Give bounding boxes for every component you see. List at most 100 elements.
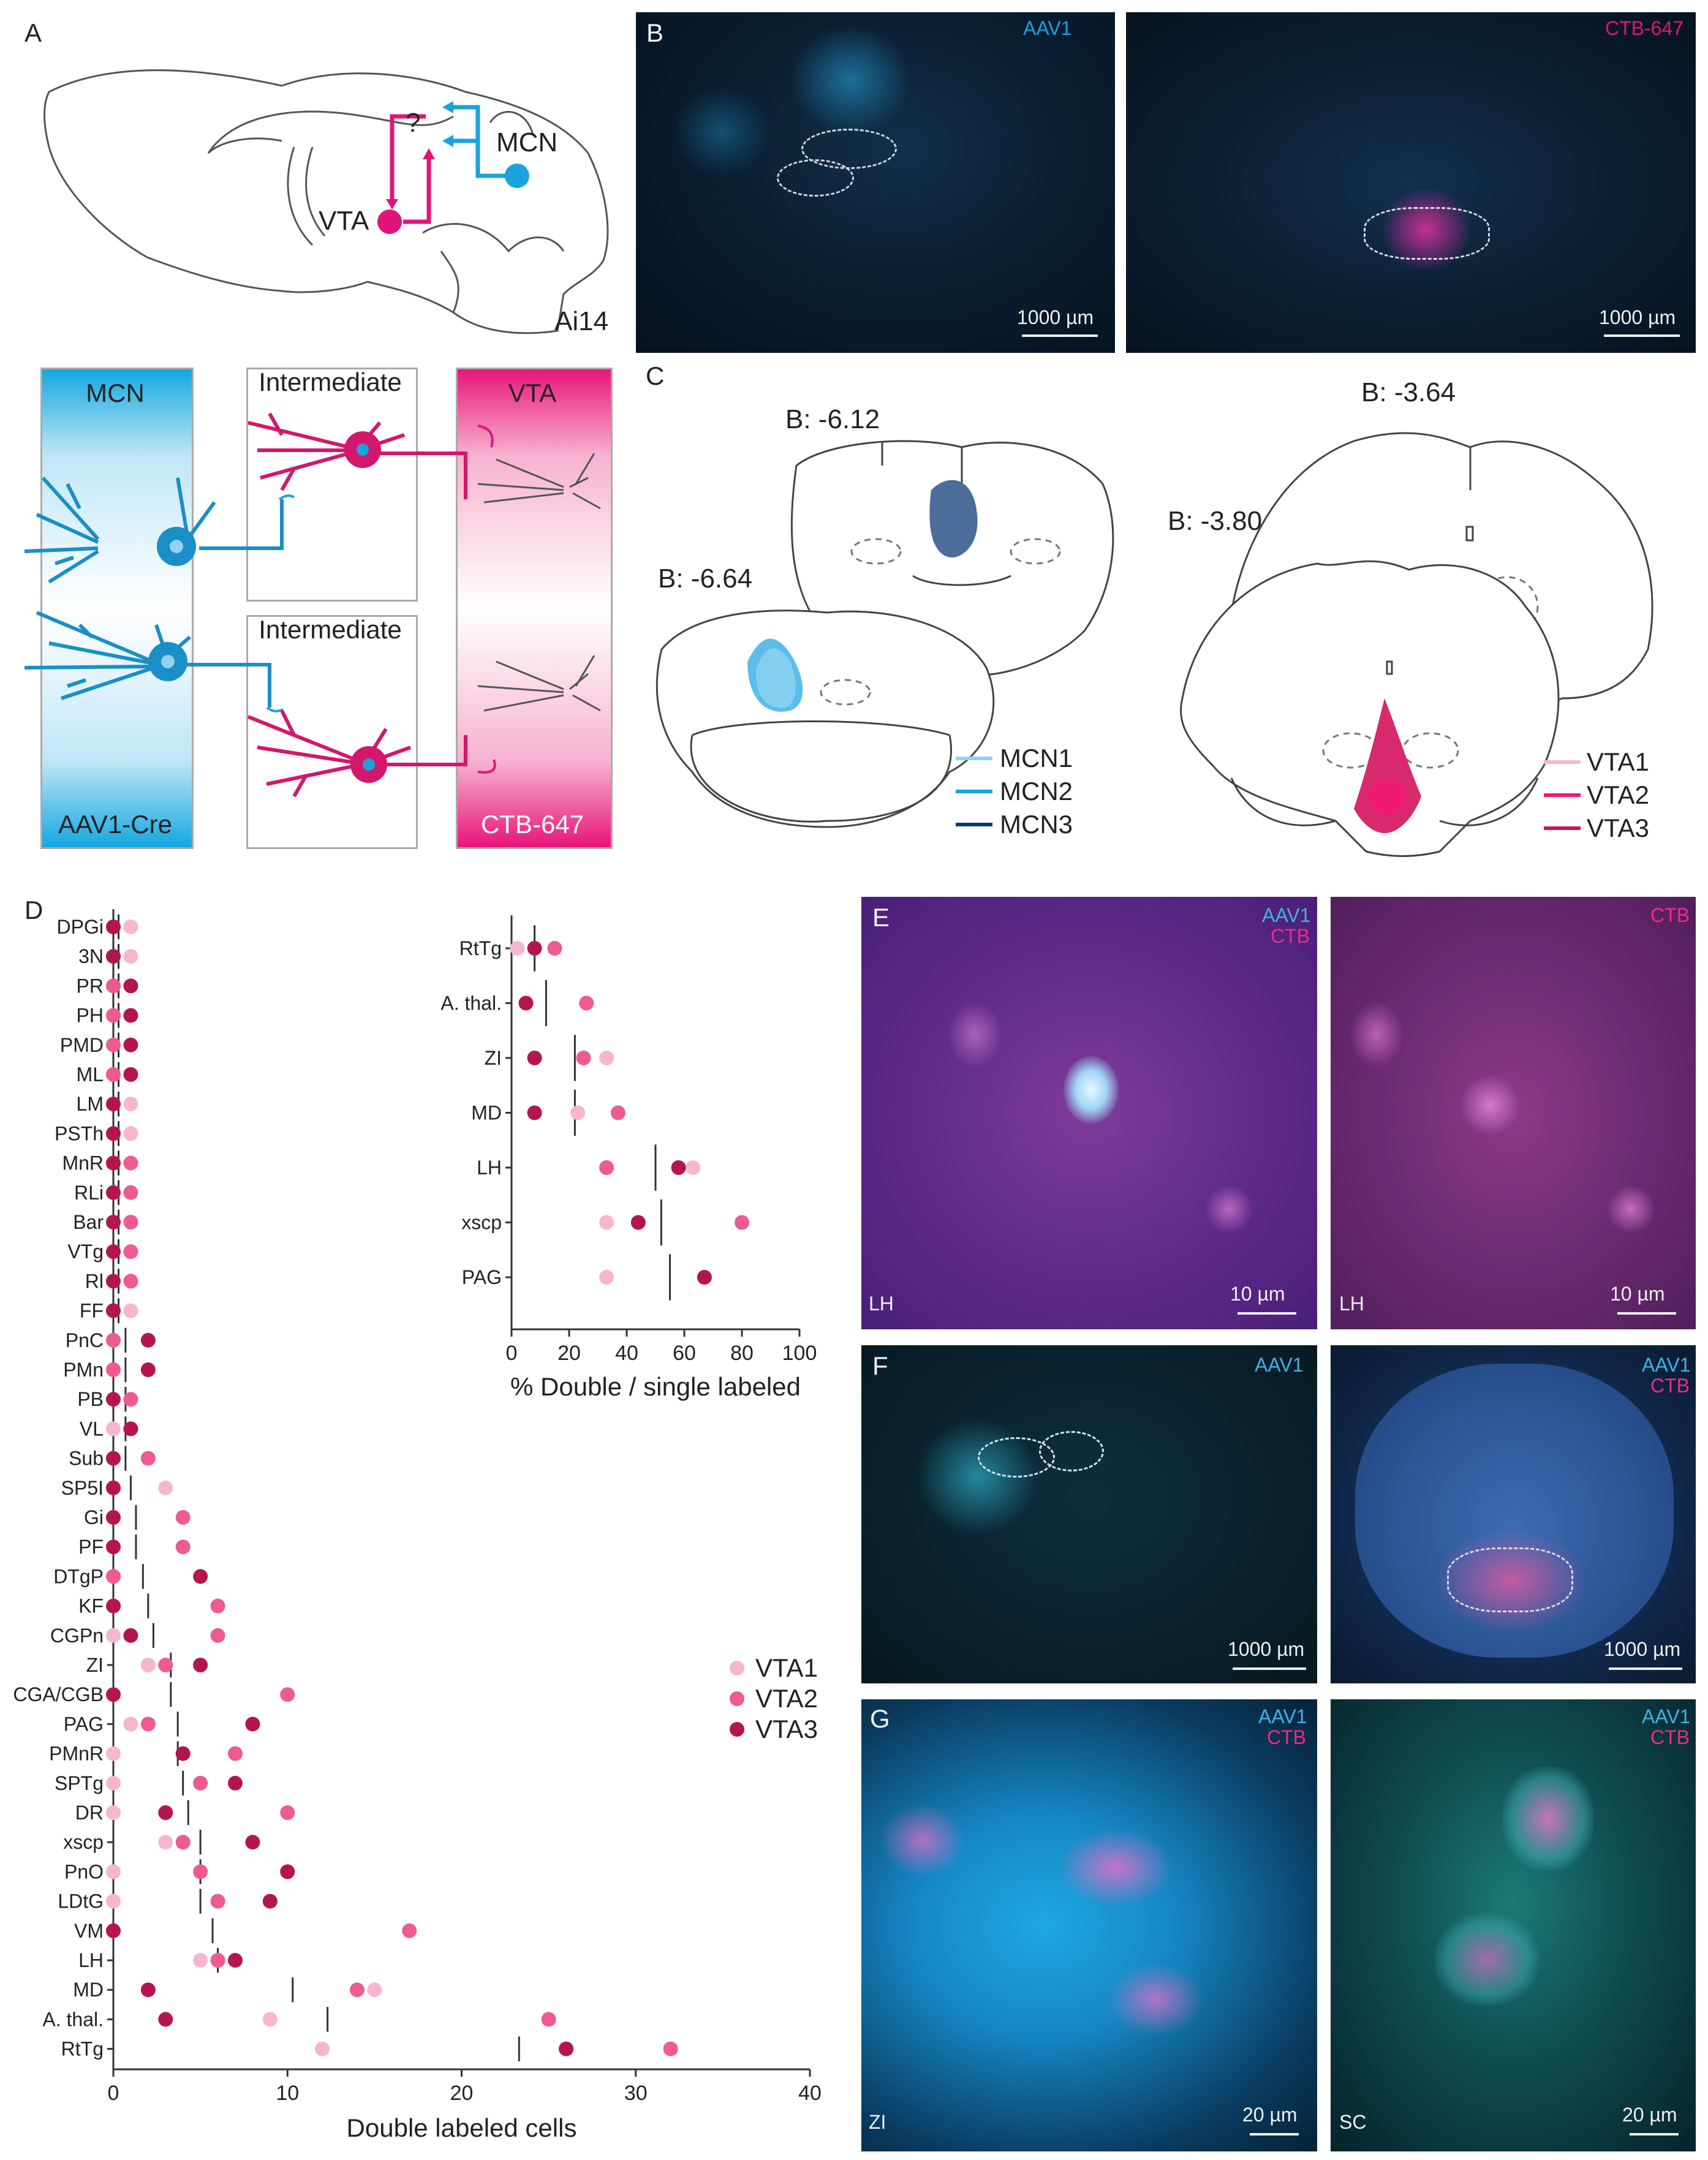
category-label: SPTg (55, 1772, 104, 1794)
panel-letter-e: E (872, 903, 890, 932)
category-label: MD (471, 1102, 502, 1124)
sagittal-brain-diagram (43, 69, 609, 334)
data-point (106, 978, 121, 994)
x-tick-label: 20 (450, 2082, 474, 2105)
data-point (599, 1160, 614, 1175)
legend-marker (730, 1661, 744, 1675)
legend-label: VTA2 (755, 1684, 818, 1713)
data-point (193, 1953, 208, 1968)
ctb-cell (947, 1001, 1002, 1068)
data-point (140, 1982, 156, 1998)
category-label: CGA/CGB (13, 1683, 104, 1705)
aav1-signal-area (789, 25, 912, 135)
data-point (697, 1270, 712, 1285)
ctb-cell (1459, 1074, 1521, 1136)
data-point (123, 949, 138, 964)
ctb-tag: CTB (1650, 904, 1690, 926)
data-point (106, 1923, 121, 1938)
data-point (106, 1392, 121, 1407)
sc-merged-image (1331, 1699, 1696, 2151)
data-point (175, 1510, 191, 1525)
data-point (610, 1105, 625, 1120)
coronal-sections-diagram (656, 432, 1653, 857)
data-point (123, 1097, 138, 1112)
data-point (106, 1510, 121, 1525)
data-point (106, 1037, 121, 1052)
data-point (123, 1008, 138, 1023)
vta-region-box (456, 368, 613, 849)
category-label: PSTh (55, 1122, 104, 1144)
region-label: SC (1339, 2111, 1367, 2133)
data-point (106, 1687, 121, 1702)
category-label: PH (77, 1005, 104, 1027)
category-label: ML (77, 1063, 104, 1086)
data-point (245, 1835, 260, 1850)
ctb-tag: CTB (1650, 1726, 1690, 1748)
mcn-label: MCN (496, 127, 558, 157)
x-tick-label: 30 (624, 2082, 648, 2105)
ctb-tag: CTB-647 (1605, 17, 1684, 39)
ctb-cell (1057, 1828, 1174, 1908)
scale-bar (1630, 2133, 1679, 2135)
category-label: VM (74, 1920, 104, 1942)
data-point (527, 1105, 542, 1120)
vta-legend-entry: VTA2 (1587, 780, 1649, 809)
category-label: A. thal. (440, 992, 502, 1014)
data-point (106, 1598, 121, 1614)
category-label: DR (75, 1802, 104, 1824)
category-label: KF (78, 1595, 104, 1617)
panel-letter-a: A (25, 18, 42, 47)
scale-bar-label: 1000 µm (1604, 1638, 1681, 1660)
legend-marker (730, 1691, 744, 1706)
vta-legend-entry: VTA3 (1587, 814, 1649, 842)
data-point (106, 949, 121, 964)
category-label: Gi (84, 1506, 104, 1528)
data-point (227, 1746, 243, 1761)
category-label: FF (80, 1300, 104, 1322)
x-tick-label: 100 (782, 1342, 817, 1365)
category-label: LDtG (58, 1890, 104, 1913)
aav1-sagittal-image (636, 12, 1115, 353)
ctb-cell (1349, 1001, 1404, 1068)
data-point (280, 1687, 295, 1702)
mcn-legend (956, 757, 992, 826)
data-point (527, 1051, 542, 1065)
intermediate-title-bottom: Intermediate (259, 615, 402, 644)
section-label: B: -6.12 (785, 404, 880, 434)
data-point (193, 1658, 208, 1672)
x-tick-label: 60 (673, 1342, 696, 1365)
vta-outline (1447, 1547, 1573, 1612)
data-point (106, 1539, 121, 1555)
data-point (315, 2041, 330, 2056)
x-tick-label: 20 (557, 1342, 581, 1365)
data-point (106, 1362, 121, 1377)
percent-double-labeled-chart: 0 20 40 60 80 100 % Double / single labeled RtT… (440, 915, 817, 1401)
data-point (123, 1067, 138, 1082)
scale-bar (1022, 334, 1098, 337)
category-label: xscp (63, 1831, 104, 1853)
legend-label: VTA1 (755, 1653, 818, 1682)
x-tick-label: 40 (615, 1342, 638, 1365)
category-label: RLi (74, 1182, 104, 1204)
data-point (599, 1215, 614, 1230)
vta-legend-entry: VTA1 (1587, 747, 1649, 776)
data-point (262, 1894, 278, 1909)
mcn-region-title: MCN (86, 379, 145, 407)
unknown-projection-label: ? (406, 108, 421, 138)
data-point (158, 1805, 173, 1820)
category-label: xscp (461, 1212, 502, 1234)
aav1-tag: AAV1 (1258, 1705, 1307, 1728)
data-point (106, 1628, 121, 1643)
scale-bar-label: 20 µm (1622, 2104, 1677, 2126)
x-tick-label: 10 (276, 2082, 299, 2105)
data-point (123, 1215, 138, 1229)
data-point (210, 1894, 225, 1909)
ctb-cell (880, 1803, 965, 1877)
scale-bar (1250, 2133, 1299, 2135)
scale-bar (1238, 1312, 1296, 1315)
data-point (547, 941, 562, 956)
aav1-tag: AAV1 (1255, 1354, 1304, 1376)
vta-marker (377, 210, 402, 234)
x-axis-label: % Double / single labeled (510, 1372, 801, 1401)
data-point (106, 1244, 121, 1259)
